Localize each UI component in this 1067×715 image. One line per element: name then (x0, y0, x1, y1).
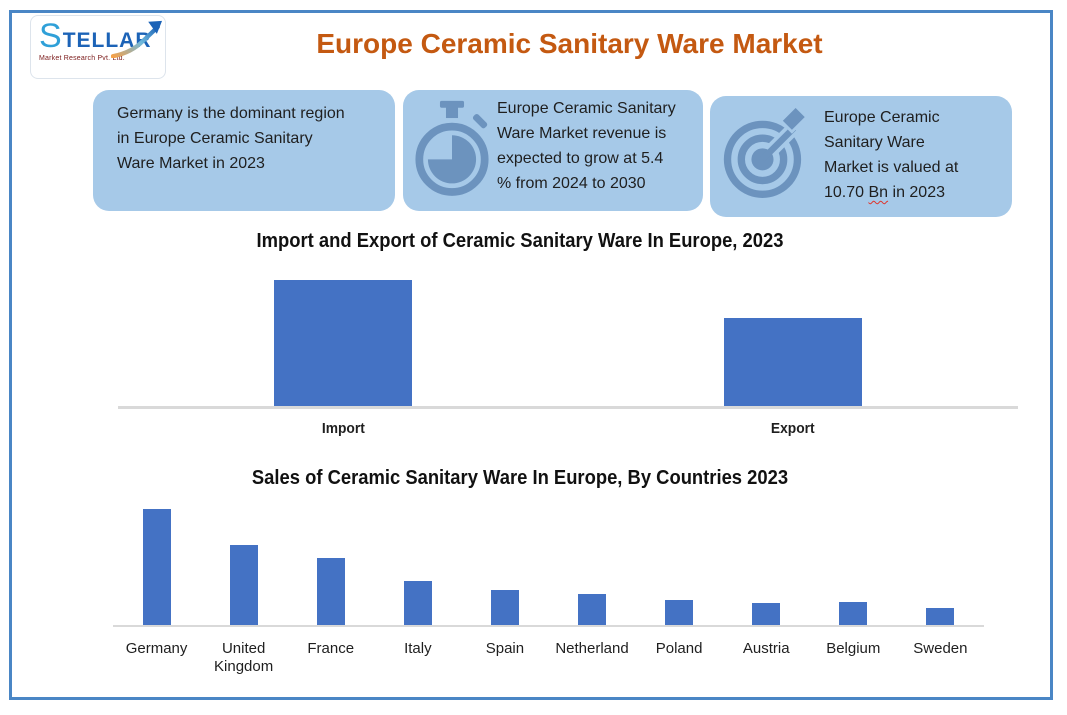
bar-slot (548, 593, 635, 625)
bar-export (724, 317, 862, 406)
category-label: Import (321, 420, 365, 437)
bar-slot (636, 599, 723, 625)
category-label: Sweden (913, 640, 968, 657)
page-border-frame (9, 10, 1053, 700)
text-line: Ware Market in 2023 (117, 155, 265, 172)
country-sales-axis-labels: Germany United Kingdom France Italy Spain Net… (113, 640, 984, 676)
info-box-dominant-region: Germany is the dominant region in Europe … (93, 90, 395, 211)
bar-italy (403, 580, 432, 625)
category-label: Austria (742, 640, 790, 657)
import-export-plot-area (118, 280, 1018, 406)
category-label-slot: France (287, 640, 374, 676)
text-line: Market is valued at (824, 159, 959, 176)
text-line: Germany is the dominant region (117, 105, 345, 122)
bar-slot (897, 607, 984, 625)
spellcheck-underlined-word: Bn (868, 184, 889, 201)
import-export-chart-title: Import and Export of Ceramic Sanitary Wa… (256, 230, 784, 252)
category-label-slot: Italy (374, 640, 461, 676)
country-sales-chart-title: Sales of Ceramic Sanitary Ware In Europe… (251, 467, 789, 489)
text-line: expected to grow at 5.4 (497, 150, 664, 167)
category-label: Netherland (555, 640, 629, 657)
bar-import (274, 280, 412, 406)
bar-austria (752, 603, 781, 625)
import-export-x-axis-line (118, 406, 1018, 409)
stopwatch-icon (415, 100, 489, 196)
bar-netherland (578, 593, 607, 625)
bar-slot (723, 603, 810, 625)
category-label: Poland (655, 640, 703, 657)
country-sales-plot-area (113, 509, 984, 625)
category-label: Export (771, 420, 815, 437)
category-label: Belgium (826, 640, 881, 657)
text-line: Europe Ceramic Sanitary (497, 100, 676, 117)
category-label: Germany (125, 640, 188, 657)
category-label-slot: Poland (636, 640, 723, 676)
logo-brand-text: STELLAR (39, 17, 152, 55)
bar-slot (287, 557, 374, 625)
category-label-slot: Austria (723, 640, 810, 676)
info-box-growth-text: Europe Ceramic Sanitary Ware Market reven… (497, 96, 676, 211)
target-dart-icon (723, 104, 809, 198)
info-box-market-value: Europe Ceramic Sanitary Ware Market is val… (710, 96, 1012, 217)
bar-slot (461, 590, 548, 625)
category-label-slot: Netherland (548, 640, 635, 676)
info-box-growth-rate: Europe Ceramic Sanitary Ware Market reven… (403, 90, 703, 211)
bar-poland (665, 599, 694, 625)
category-label: Italy (404, 640, 432, 657)
text-line: 10.70 Bn in 2023 (824, 184, 945, 201)
category-label-slot: United Kingdom (200, 640, 287, 676)
logo-tagline: Market Research Pvt. Ltd. (39, 55, 125, 62)
bar-slot (113, 509, 200, 625)
category-label-slot: Spain (461, 640, 548, 676)
category-label-slot: Belgium (810, 640, 897, 676)
country-sales-x-axis-line (113, 625, 984, 627)
page-title: Europe Ceramic Sanitary Ware Market (316, 28, 823, 59)
category-label-slot: Import (118, 420, 568, 437)
bar-slot (810, 601, 897, 625)
bar-slot (568, 317, 1018, 406)
category-label: France (307, 640, 355, 657)
import-export-axis-labels: Import Export (118, 420, 1018, 437)
bar-united-kingdom (229, 545, 258, 625)
bar-sweden (926, 607, 955, 625)
category-label: Spain (485, 640, 525, 657)
category-label-slot: Export (568, 420, 1018, 437)
category-label-slot: Sweden (897, 640, 984, 676)
bar-slot (200, 545, 287, 625)
bar-germany (142, 509, 171, 625)
text-line: in Europe Ceramic Sanitary (117, 130, 313, 147)
bar-slot (374, 580, 461, 625)
text-line: % from 2024 to 2030 (497, 175, 646, 192)
category-label-slot: Germany (113, 640, 200, 676)
info-box-value-text: Europe Ceramic Sanitary Ware Market is val… (824, 105, 958, 217)
category-label: United Kingdom (214, 640, 274, 675)
trend-arrow-icon (111, 20, 163, 58)
text-line: Europe Ceramic (824, 109, 940, 126)
bar-slot (118, 280, 568, 406)
text-line: Ware Market revenue is (497, 125, 667, 142)
bar-spain (490, 590, 519, 625)
bar-france (316, 557, 345, 625)
stellar-logo: STELLAR Market Research Pvt. Ltd. (30, 15, 166, 79)
bar-belgium (839, 601, 868, 625)
text-line: Sanitary Ware (824, 134, 925, 151)
